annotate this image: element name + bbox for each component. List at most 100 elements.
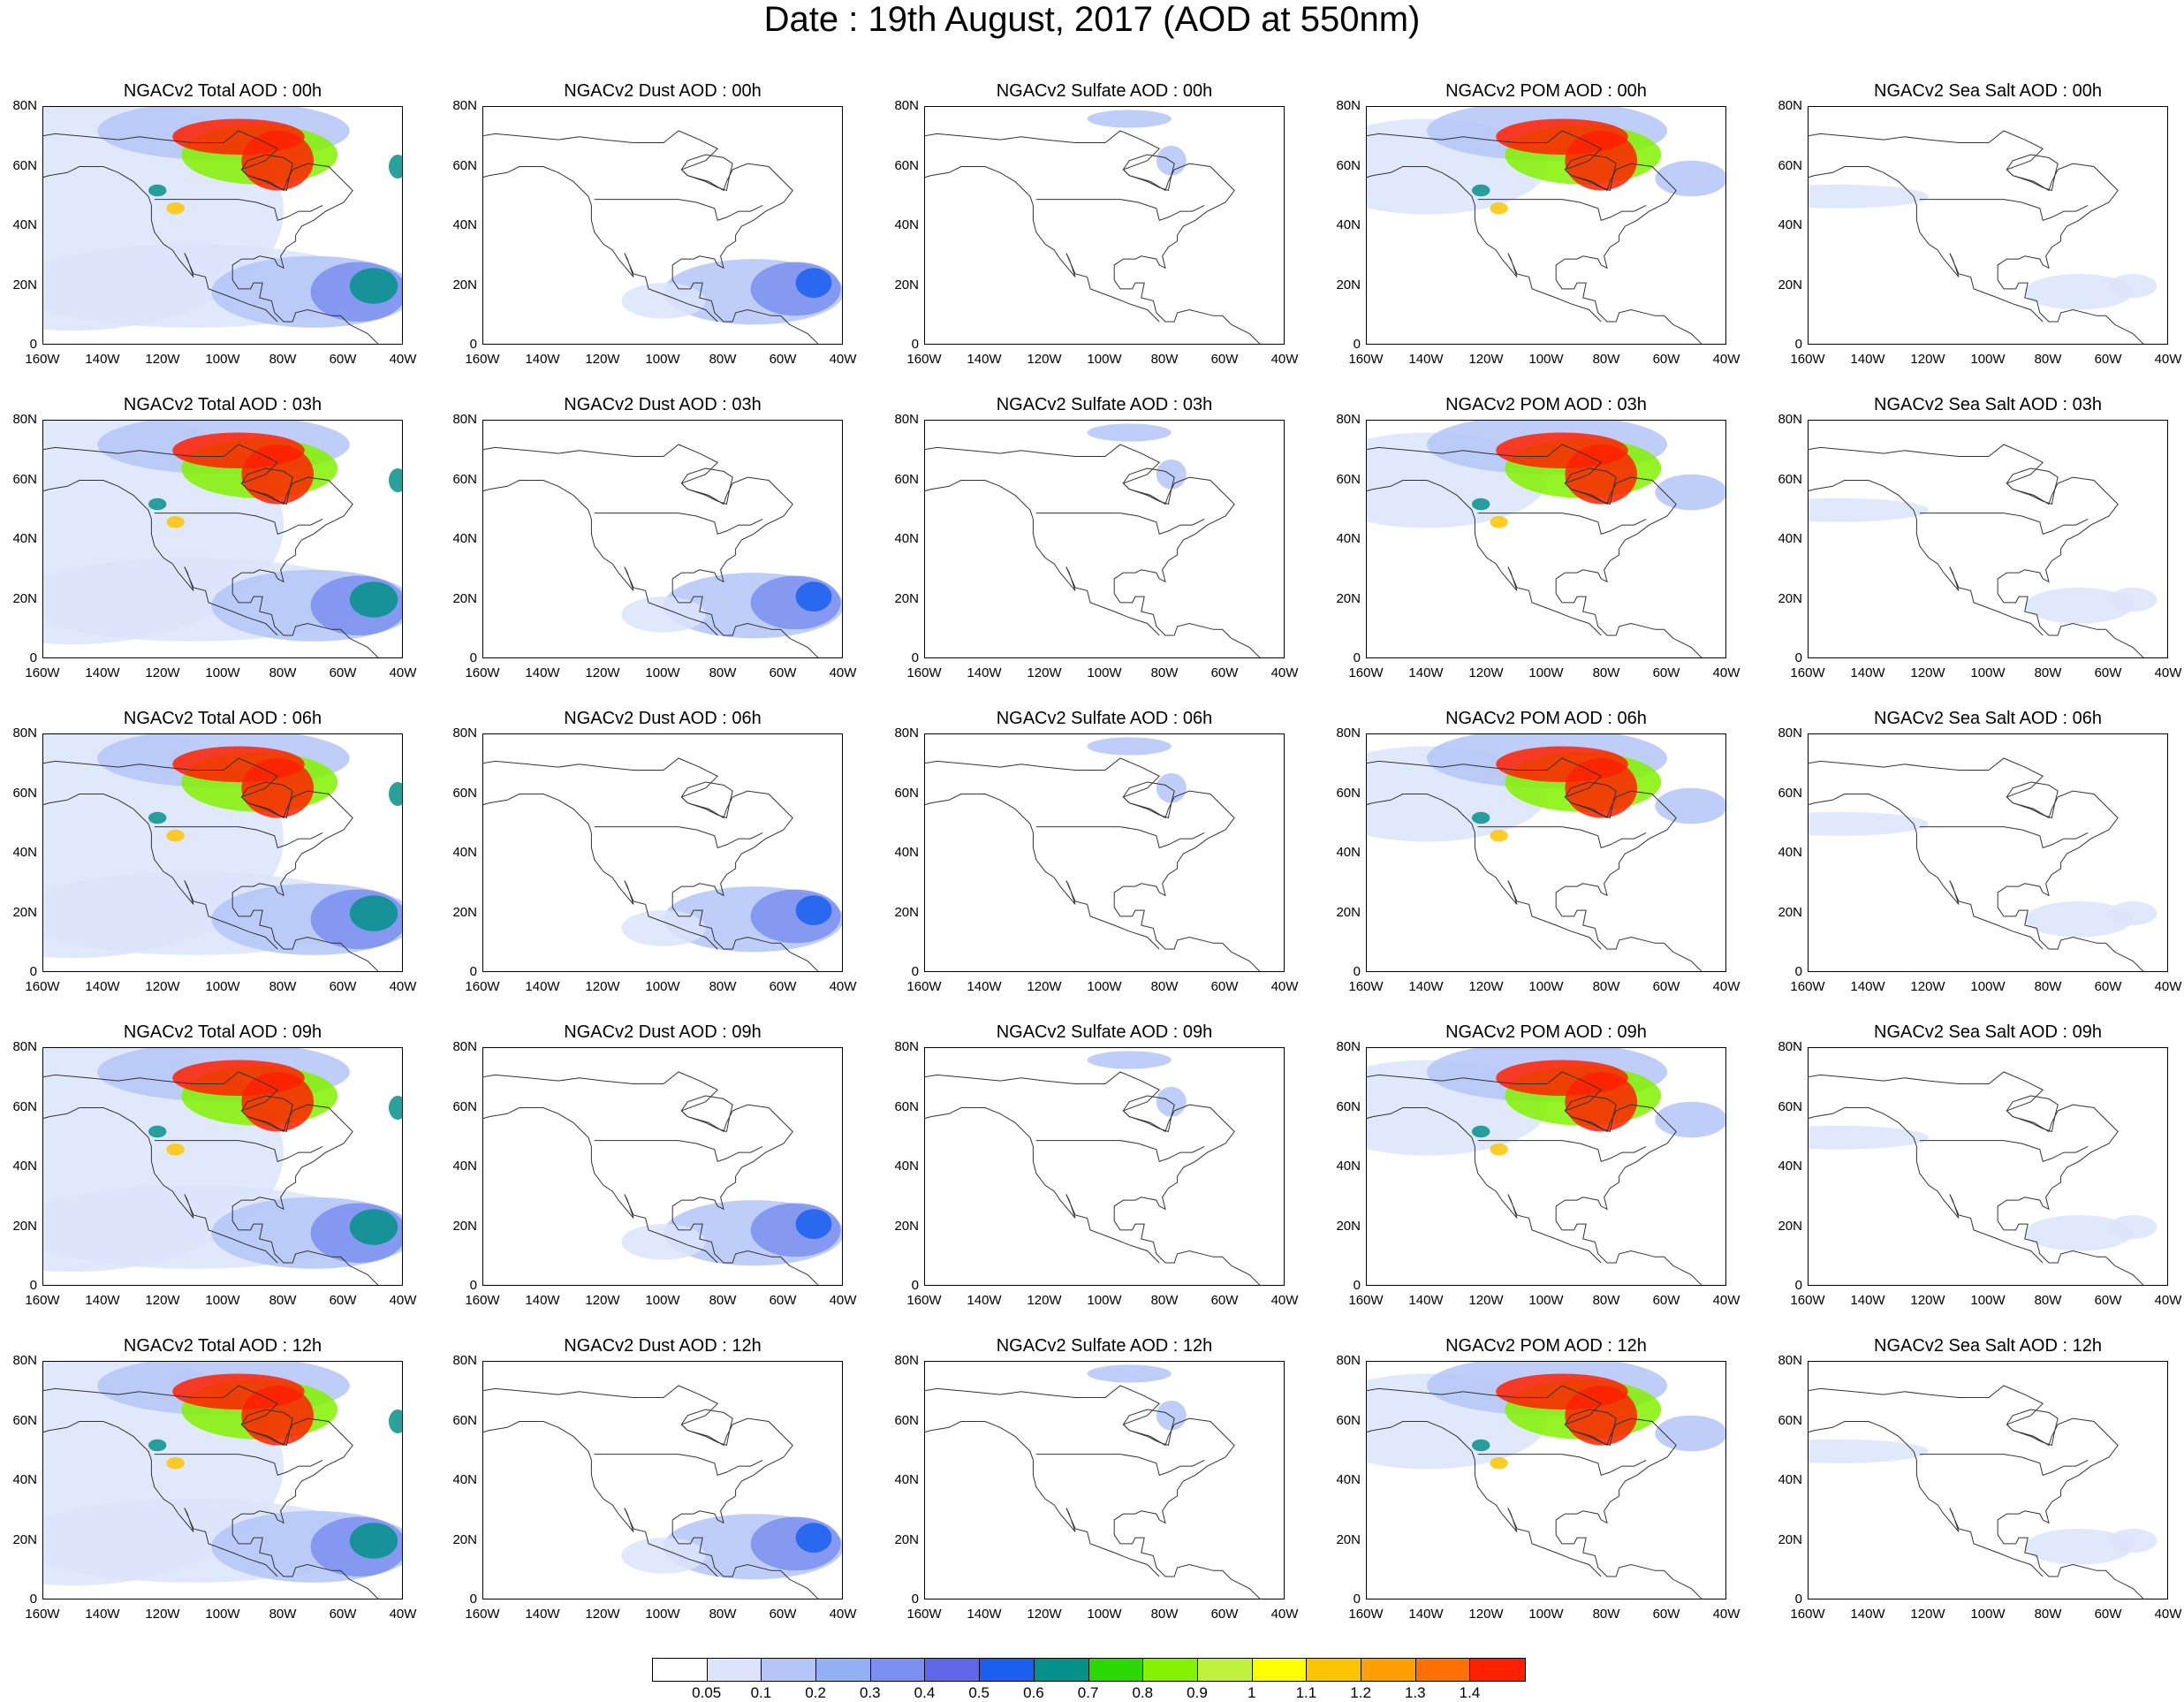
country-border — [154, 826, 323, 848]
x-tick-label: 120W — [1910, 979, 1945, 994]
x-tick-label: 140W — [1408, 1607, 1444, 1622]
y-tick-label: 20N — [12, 1531, 37, 1547]
aerosol-field — [241, 1072, 314, 1132]
y-tick-label: 0 — [911, 964, 919, 979]
y-tick-label: 60N — [1778, 157, 1802, 173]
y-tick-label: 80N — [12, 98, 37, 113]
coastline — [483, 794, 718, 950]
y-tick-label: 0 — [1794, 1592, 1802, 1607]
aerosol-field — [1655, 160, 1725, 197]
x-tick-label: 80W — [1592, 979, 1620, 994]
x-tick-label: 40W — [1270, 352, 1299, 367]
x-tick-label: 140W — [1850, 665, 1885, 680]
map-plot — [924, 1361, 1285, 1599]
aerosol-field — [166, 516, 185, 528]
aerosol-field — [349, 1523, 398, 1559]
x-tick-label: 40W — [1270, 665, 1299, 680]
coastline — [483, 480, 718, 636]
map-panel: NGACv2 Total AOD : 03h 80N 60N 40N 20N 0 160W 1… — [12, 395, 484, 729]
y-tick-label: 40N — [1778, 845, 1802, 860]
aerosol-field — [148, 498, 167, 511]
map-plot — [482, 1361, 843, 1599]
aerosol-field — [1565, 758, 1637, 818]
x-tick-label: 60W — [769, 1293, 797, 1308]
coastline — [43, 1071, 379, 1285]
country-border — [1035, 1140, 1205, 1162]
x-tick-label: 80W — [269, 352, 297, 367]
coastline — [240, 781, 293, 819]
coastline — [483, 757, 819, 971]
y-tick-label: 0 — [469, 964, 477, 979]
map-plot — [1808, 1361, 2168, 1599]
map-plot — [42, 106, 403, 345]
x-tick-label: 80W — [1150, 979, 1179, 994]
x-tick-label: 160W — [906, 1293, 942, 1308]
map-plot — [1808, 420, 2168, 658]
coastline — [2006, 1409, 2059, 1447]
x-tick-label: 100W — [1528, 979, 1564, 994]
aerosol-field — [148, 1439, 167, 1452]
coastline — [43, 130, 379, 344]
y-tick-label: 80N — [12, 1353, 37, 1368]
coastline — [1809, 1071, 2144, 1285]
x-tick-label: 40W — [2154, 1607, 2182, 1622]
coastline — [1564, 781, 1617, 819]
aerosol-field — [2024, 1215, 2134, 1251]
coastline — [1122, 1409, 1175, 1447]
y-tick-label: 60N — [12, 1098, 37, 1114]
y-tick-label: 40N — [1336, 217, 1361, 232]
panel-title: NGACv2 Dust AOD : 00h — [564, 81, 762, 101]
aerosol-field — [2109, 1529, 2157, 1553]
map-panel: NGACv2 Sulfate AOD : 06h 80N 60N 40N 20N 0 160… — [894, 709, 1366, 1043]
map-panel: NGACv2 Dust AOD : 12h 80N 60N 40N 20N 0 160W 14… — [452, 1336, 924, 1670]
y-tick-label: 60N — [12, 157, 37, 173]
aerosol-field — [1156, 459, 1187, 490]
coastline — [240, 1409, 293, 1447]
x-tick-label: 140W — [1408, 665, 1444, 680]
colorbar-label: 0.05 — [692, 1684, 722, 1701]
colorbar-label: 0.7 — [1077, 1684, 1099, 1701]
x-tick-label: 80W — [2034, 979, 2062, 994]
aerosol-field — [349, 581, 398, 618]
coastline — [1122, 1095, 1175, 1133]
y-tick-label: 0 — [29, 337, 37, 352]
coastline — [925, 1107, 1160, 1264]
x-tick-label: 40W — [389, 352, 417, 367]
x-tick-label: 140W — [1850, 979, 1885, 994]
x-tick-label: 100W — [1528, 352, 1564, 367]
x-tick-label: 80W — [709, 979, 737, 994]
y-tick-label: 60N — [894, 1098, 919, 1114]
x-tick-label: 80W — [2034, 1607, 2062, 1622]
x-tick-label: 140W — [1850, 352, 1885, 367]
colorbar-swatch — [870, 1659, 926, 1681]
coastline — [240, 1095, 293, 1133]
aerosol-field — [1809, 1125, 1929, 1150]
x-tick-label: 120W — [1468, 352, 1504, 367]
country-border — [1035, 1454, 1205, 1476]
y-tick-label: 0 — [29, 964, 37, 979]
x-tick-label: 80W — [2034, 352, 2062, 367]
x-tick-label: 120W — [145, 979, 180, 994]
coastline — [1367, 794, 1602, 950]
aerosol-field — [389, 1409, 402, 1433]
aerosol-field — [389, 155, 402, 179]
aerosol-field — [1809, 184, 1929, 209]
colorbar — [652, 1658, 1526, 1682]
y-tick-label: 60N — [12, 1412, 37, 1428]
x-tick-label: 60W — [1652, 665, 1680, 680]
x-tick-label: 40W — [389, 1607, 417, 1622]
y-tick-label: 80N — [1778, 1353, 1802, 1368]
map-panel: NGACv2 Total AOD : 00h 80N 60N 40N 20N 0 160W 1… — [12, 81, 484, 415]
map-panel: NGACv2 Sea Salt AOD : 12h 80N 60N 40N 20N 0 16… — [1778, 1336, 2184, 1670]
x-tick-label: 80W — [709, 665, 737, 680]
x-tick-label: 40W — [829, 1607, 857, 1622]
aerosol-field — [241, 1386, 314, 1446]
x-tick-label: 100W — [645, 665, 680, 680]
x-tick-label: 120W — [585, 979, 620, 994]
y-tick-label: 20N — [1778, 1531, 1802, 1547]
x-tick-label: 100W — [205, 352, 240, 367]
coastline — [925, 480, 1160, 636]
map-panel: NGACv2 Sea Salt AOD : 00h 80N 60N 40N 20N 0 16… — [1778, 81, 2184, 415]
aerosol-field — [1490, 830, 1508, 842]
panel-title: NGACv2 Sea Salt AOD : 12h — [1874, 1336, 2102, 1356]
